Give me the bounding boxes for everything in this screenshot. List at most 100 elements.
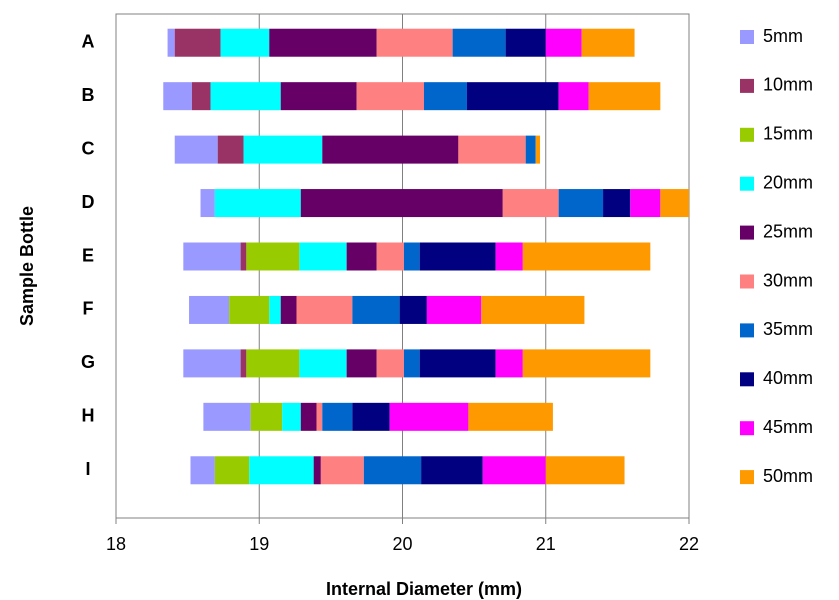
bar-segment [522, 349, 651, 378]
bar-segment [313, 456, 321, 485]
bar-segment [522, 242, 651, 271]
y-axis-title: Sample Bottle [17, 206, 37, 326]
legend-swatch [740, 421, 754, 436]
bar-segment [482, 456, 546, 485]
bar-offset [116, 456, 190, 484]
legend-label: 10mm [763, 75, 813, 95]
bar-segment [214, 456, 250, 485]
legend-swatch [740, 470, 754, 485]
bar-offset [116, 136, 175, 164]
bar-segment [346, 242, 377, 271]
bar-segment [240, 349, 247, 378]
bar-segment [495, 242, 523, 271]
bar-segment [352, 402, 390, 431]
legend-label: 20mm [763, 172, 813, 192]
x-tick-label: 18 [106, 534, 126, 554]
bar-segment [458, 135, 526, 164]
x-tick-label: 22 [679, 534, 699, 554]
y-tick-label: B [82, 85, 95, 105]
bar-segment [452, 28, 506, 57]
bar-segment [502, 189, 559, 218]
legend-swatch [740, 372, 754, 387]
bar-segment [299, 242, 347, 271]
x-tick-label: 19 [249, 534, 269, 554]
y-tick-label: D [82, 192, 95, 212]
bar-segment [280, 295, 297, 324]
y-tick-label: E [82, 245, 94, 265]
bar-segment [300, 189, 503, 218]
bar-segment [183, 242, 241, 271]
bar-segment [525, 135, 536, 164]
bar-segment [189, 295, 230, 324]
bar-segment [558, 189, 604, 218]
bar-offset [116, 82, 163, 110]
bar-segment [403, 349, 420, 378]
x-tick-label: 20 [392, 534, 412, 554]
bar-segment [322, 402, 353, 431]
bar-segment [163, 82, 192, 111]
y-tick-label: I [85, 459, 90, 479]
bar-segment [240, 242, 247, 271]
bar-segment [210, 82, 281, 111]
bar-offset [116, 29, 168, 57]
y-tick-label: C [82, 138, 95, 158]
bar-segment [250, 402, 283, 431]
bar-offset [116, 189, 201, 217]
bar-segment [320, 456, 364, 485]
bar-segment [426, 295, 482, 324]
bar-segment [466, 82, 559, 111]
legend-swatch [740, 323, 754, 338]
bar-segment [495, 349, 523, 378]
bar-segment [249, 456, 314, 485]
bar-segment [167, 28, 175, 57]
legend-swatch [740, 176, 754, 191]
bar-segment [174, 135, 218, 164]
bar-segment [423, 82, 467, 111]
y-tick-label: H [82, 406, 95, 426]
bar-segment [389, 402, 469, 431]
bar-segment [558, 82, 589, 111]
legend-label: 40mm [763, 368, 813, 388]
bar-segment [421, 456, 483, 485]
bar-segment [243, 135, 323, 164]
y-tick-label: A [82, 31, 95, 51]
bar-segment [352, 295, 400, 324]
bar-segment [300, 402, 317, 431]
bar-segment [419, 242, 496, 271]
y-tick-label: F [83, 299, 94, 319]
bar-segment [468, 402, 553, 431]
bar-segment [588, 82, 661, 111]
bar-offset [116, 403, 203, 431]
bar-segment [545, 456, 625, 485]
bar-segment [246, 242, 300, 271]
bar-offset [116, 349, 183, 377]
bar-segment [296, 295, 353, 324]
legend-label: 50mm [763, 466, 813, 486]
bar-segment [214, 189, 301, 218]
legend-label: 25mm [763, 221, 813, 241]
bar-segment [419, 349, 496, 378]
legend-swatch [740, 127, 754, 142]
bar-segment [356, 82, 424, 111]
bar-segment [376, 242, 404, 271]
bar-segment [603, 189, 631, 218]
bar-segment [363, 456, 422, 485]
bar-segment [545, 28, 582, 57]
bar-segment [316, 402, 323, 431]
bar-segment [229, 295, 270, 324]
bar-segment [174, 28, 221, 57]
bar-segment [220, 28, 270, 57]
bar-segment [660, 189, 689, 218]
bar-offset [116, 296, 189, 324]
bar-segment [280, 82, 357, 111]
bar-segment [269, 295, 281, 324]
legend-label: 5mm [763, 26, 803, 46]
legend-label: 45mm [763, 417, 813, 437]
bar-offset [116, 243, 183, 271]
y-tick-label: G [81, 352, 95, 372]
bar-segment [299, 349, 347, 378]
bar-segment [246, 349, 300, 378]
bar-segment [183, 349, 241, 378]
bar-segment [581, 28, 635, 57]
